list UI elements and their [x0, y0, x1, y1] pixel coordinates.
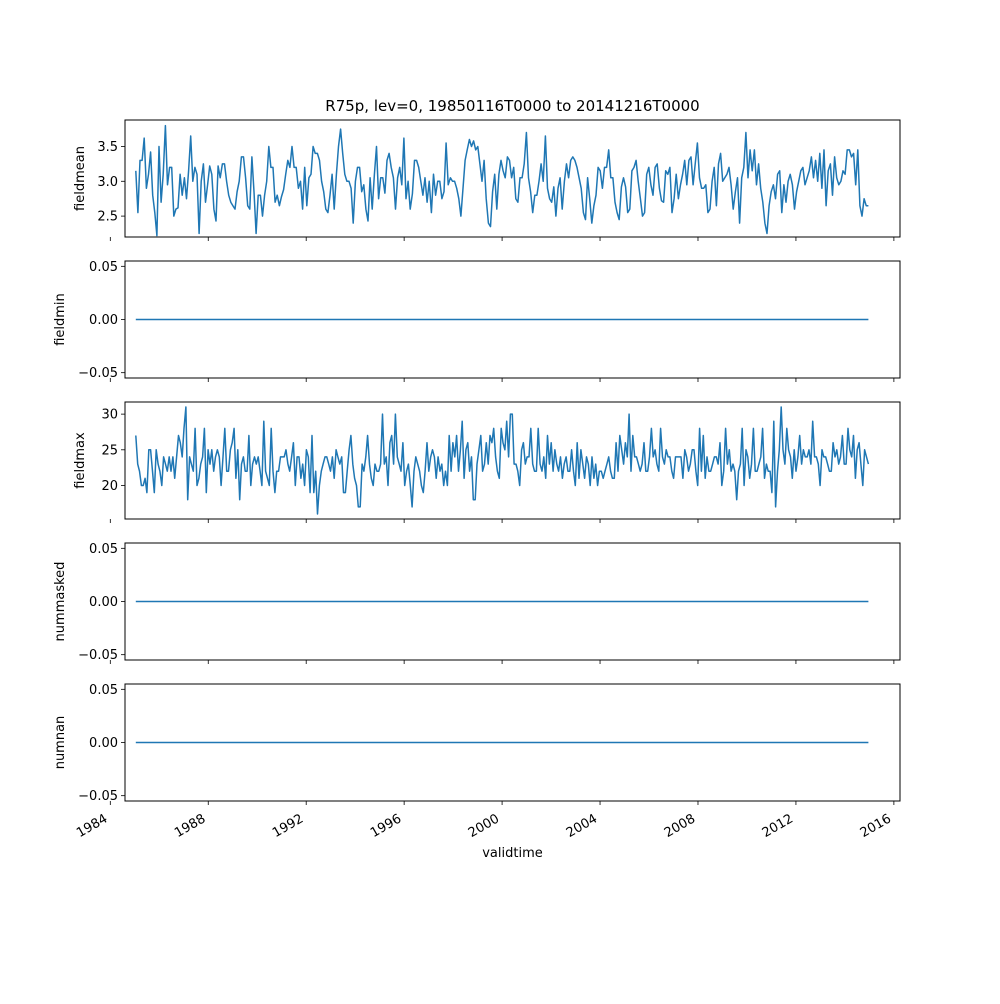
x-tick-label: 1988 — [172, 811, 208, 841]
x-tick-label: 2000 — [466, 811, 502, 841]
x-tick-label: 1992 — [270, 811, 306, 841]
y-axis-label: fieldmax — [73, 432, 88, 489]
y-tick-label: 0.05 — [89, 542, 118, 557]
x-tick-label: 2016 — [858, 811, 894, 841]
y-tick-label: 0.05 — [89, 683, 118, 698]
panel-fieldmax: 20 25 30 fieldmax — [73, 401, 901, 523]
x-tick-label: 1996 — [368, 811, 404, 841]
panels: 2.5 3.0 3.5 fieldmean −0.05 0.00 0.05 fieldmin 2… — [53, 119, 901, 841]
y-axis-label: fieldmean — [73, 146, 88, 211]
y-tick-label: 3.5 — [97, 140, 118, 155]
panel-fieldmean: 2.5 3.0 3.5 fieldmean — [73, 119, 901, 241]
y-tick-label: −0.05 — [78, 648, 118, 663]
y-tick-label: 0.00 — [89, 736, 118, 751]
y-tick-label: −0.05 — [78, 789, 118, 804]
x-tick-label: 2008 — [662, 811, 698, 841]
y-tick-label: 2.5 — [97, 210, 118, 225]
y-axis-label: fieldmin — [53, 293, 68, 346]
panel-fieldmin: −0.05 0.00 0.05 fieldmin — [53, 260, 901, 382]
y-axis-label: numnan — [53, 716, 68, 770]
y-tick-label: −0.05 — [78, 366, 118, 381]
y-tick-label: 20 — [101, 479, 118, 494]
x-axis-label: validtime — [482, 846, 543, 861]
x-tick-label: 2004 — [564, 811, 600, 841]
y-tick-label: 30 — [101, 408, 118, 423]
x-tick-label: 1984 — [74, 811, 110, 841]
x-tick-label: 2012 — [760, 811, 796, 841]
axes-frame-fieldmean — [124, 119, 901, 238]
y-axis-label: nummasked — [53, 562, 68, 642]
panel-nummasked: −0.05 0.00 0.05 nummasked — [53, 542, 901, 664]
y-tick-label: 0.00 — [89, 595, 118, 610]
panel-numnan: −0.05 0.00 0.05 numnan 1984 1988 1992 1996 2000 2… — [53, 683, 901, 841]
series-line-fieldmax — [135, 406, 870, 515]
axes-frame-fieldmax — [124, 401, 901, 520]
y-tick-label: 3.0 — [97, 175, 118, 190]
y-tick-label: 0.05 — [89, 260, 118, 275]
y-tick-label: 0.00 — [89, 313, 118, 328]
series-line-fieldmean — [135, 124, 869, 237]
chart-title: R75p, lev=0, 19850116T0000 to 20141216T0… — [325, 97, 699, 115]
y-tick-label: 25 — [101, 443, 118, 458]
